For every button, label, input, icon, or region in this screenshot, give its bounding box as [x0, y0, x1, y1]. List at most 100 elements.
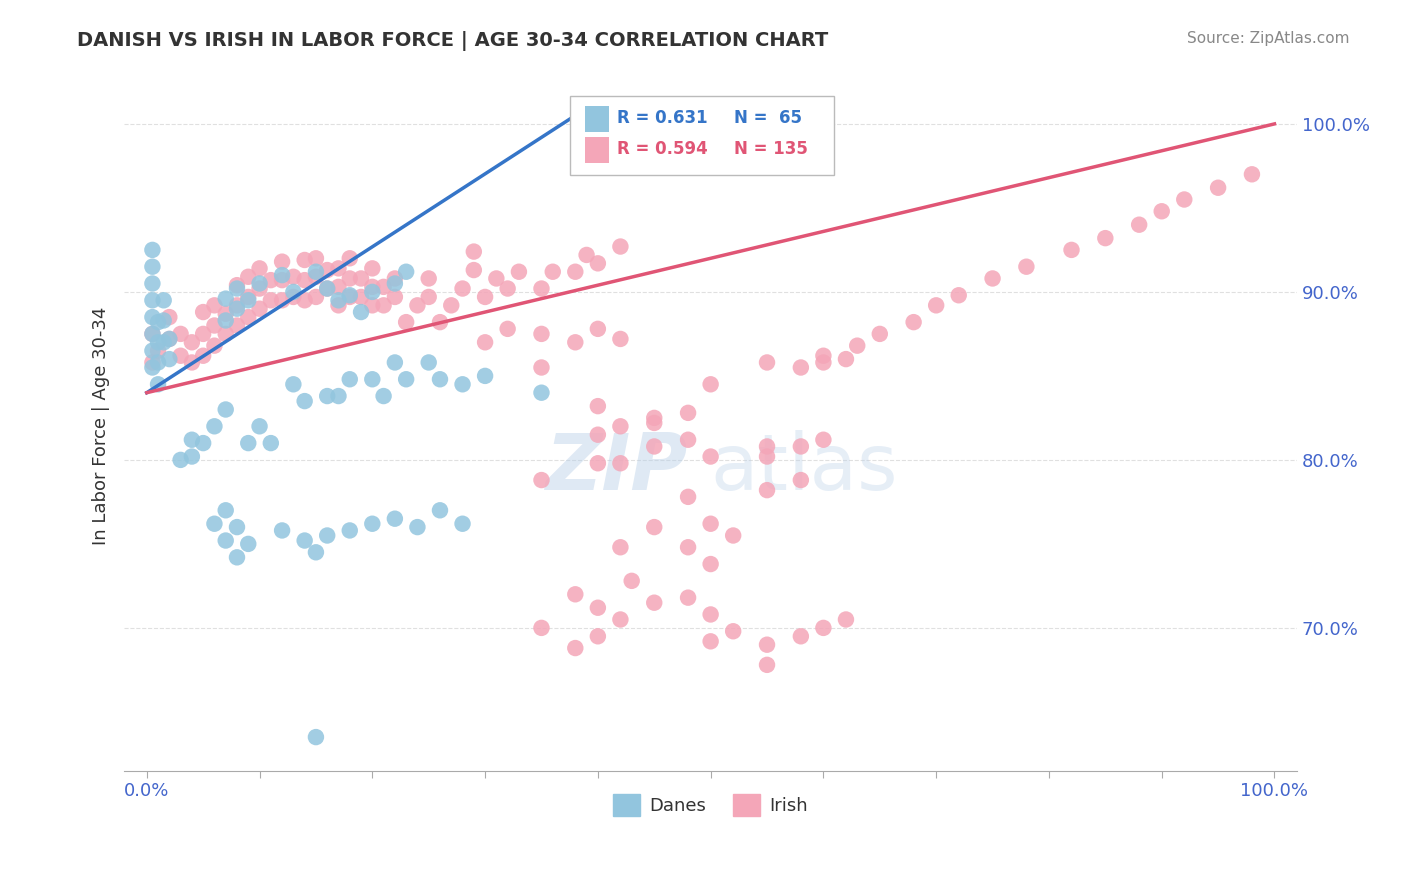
Point	[294, 533, 316, 548]
Point	[451, 516, 474, 531]
Point	[1240, 167, 1263, 181]
Point	[586, 399, 609, 413]
Point	[373, 298, 395, 312]
Point	[609, 332, 631, 346]
Point	[152, 335, 174, 350]
Point	[141, 326, 163, 341]
Point	[141, 310, 163, 324]
Point	[141, 260, 163, 274]
Point	[146, 377, 169, 392]
Point	[294, 394, 316, 409]
Point	[564, 265, 586, 279]
Point	[215, 326, 238, 341]
Point	[204, 419, 226, 434]
Point	[141, 326, 163, 341]
Point	[756, 483, 779, 497]
Point	[384, 355, 406, 369]
Point	[676, 406, 699, 420]
Point	[238, 436, 260, 450]
Point	[463, 244, 485, 259]
Point	[305, 290, 328, 304]
Point	[328, 293, 350, 308]
Point	[699, 450, 721, 464]
Point	[564, 335, 586, 350]
Point	[485, 271, 508, 285]
Point	[1128, 218, 1150, 232]
Point	[699, 516, 721, 531]
Point	[564, 641, 586, 656]
Point	[609, 612, 631, 626]
Point	[146, 335, 169, 350]
Point	[463, 263, 485, 277]
Point	[1150, 204, 1173, 219]
Point	[981, 271, 1004, 285]
Point	[835, 612, 858, 626]
Point	[1015, 260, 1038, 274]
Point	[395, 372, 418, 386]
Point	[271, 268, 294, 282]
Point	[373, 280, 395, 294]
Point	[361, 285, 384, 299]
Point	[204, 318, 226, 333]
Point	[328, 389, 350, 403]
Point	[676, 490, 699, 504]
Point	[1094, 231, 1116, 245]
Point	[305, 545, 328, 559]
Point	[813, 621, 835, 635]
Point	[316, 281, 339, 295]
Point	[429, 503, 451, 517]
Point	[676, 433, 699, 447]
Point	[440, 298, 463, 312]
Point	[339, 372, 361, 386]
Point	[191, 349, 214, 363]
Point	[204, 298, 226, 312]
Point	[609, 456, 631, 470]
Point	[620, 574, 643, 588]
Point	[530, 385, 553, 400]
Point	[756, 440, 779, 454]
Point	[169, 326, 191, 341]
Point	[384, 271, 406, 285]
Point	[429, 315, 451, 329]
Point	[215, 533, 238, 548]
Point	[361, 372, 384, 386]
Point	[643, 596, 665, 610]
Point	[530, 326, 553, 341]
Point	[271, 524, 294, 538]
Point	[260, 436, 283, 450]
Point	[384, 511, 406, 525]
Point	[609, 239, 631, 253]
Point	[339, 271, 361, 285]
Point	[530, 621, 553, 635]
Text: R = 0.631: R = 0.631	[617, 109, 707, 127]
Point	[169, 349, 191, 363]
Bar	[585, 137, 609, 163]
Point	[180, 433, 202, 447]
Text: N = 135: N = 135	[734, 140, 808, 158]
Point	[249, 301, 271, 316]
Point	[169, 453, 191, 467]
Point	[294, 252, 316, 267]
Point	[384, 290, 406, 304]
Point	[260, 293, 283, 308]
Point	[316, 263, 339, 277]
Point	[586, 600, 609, 615]
Point	[530, 360, 553, 375]
Text: DANISH VS IRISH IN LABOR FORCE | AGE 30-34 CORRELATION CHART: DANISH VS IRISH IN LABOR FORCE | AGE 30-…	[77, 31, 828, 51]
Point	[721, 624, 744, 639]
Legend: Danes, Irish: Danes, Irish	[606, 787, 815, 823]
Point	[474, 290, 496, 304]
Point	[406, 298, 429, 312]
Point	[699, 607, 721, 622]
Point	[384, 277, 406, 291]
Point	[339, 524, 361, 538]
Point	[157, 352, 180, 367]
Point	[1060, 243, 1083, 257]
Y-axis label: In Labor Force | Age 30-34: In Labor Force | Age 30-34	[93, 307, 110, 546]
Point	[790, 440, 813, 454]
Point	[496, 322, 519, 336]
Point	[395, 315, 418, 329]
Point	[191, 326, 214, 341]
Point	[813, 355, 835, 369]
Point	[226, 281, 249, 295]
